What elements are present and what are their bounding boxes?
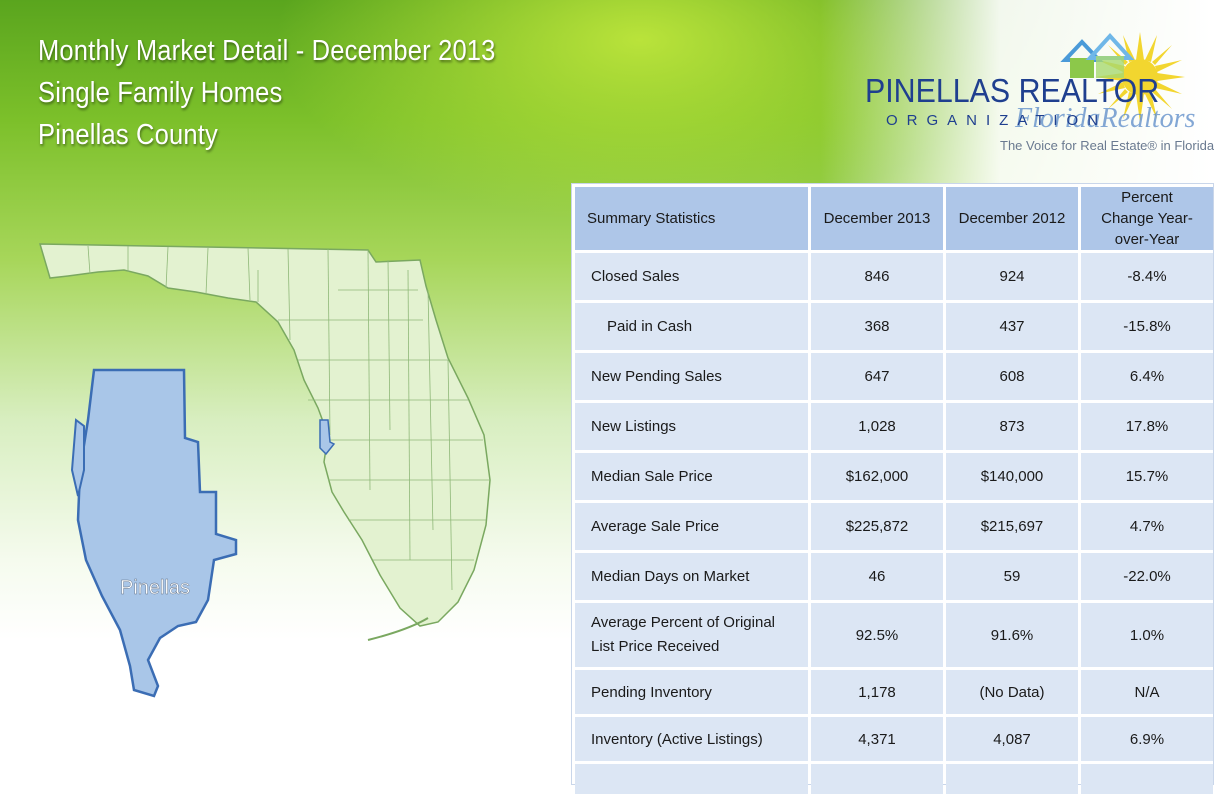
table-row-partial: [575, 764, 1213, 794]
row-previous: 924: [946, 253, 1078, 300]
row-label: New Listings: [575, 403, 808, 450]
table-header-row: Summary Statistics December 2013 Decembe…: [575, 187, 1213, 250]
header-december-2013: December 2013: [811, 187, 943, 250]
row-previous: (No Data): [946, 670, 1078, 714]
row-previous: 91.6%: [946, 603, 1078, 667]
table-row: Paid in Cash 368 437 -15.8%: [575, 303, 1213, 350]
logo-tagline: The Voice for Real Estate® in Florida: [1000, 138, 1214, 153]
row-label: Average Percent of Original List Price R…: [575, 603, 808, 667]
row-label: New Pending Sales: [575, 353, 808, 400]
county-lines: [87, 245, 490, 591]
stats-table: Summary Statistics December 2013 Decembe…: [572, 184, 1214, 797]
logo-main-text: PINELLAS REALTOR: [865, 72, 1160, 109]
row-label: Average Sale Price: [575, 503, 808, 550]
row-change: 6.4%: [1081, 353, 1213, 400]
table-row: New Pending Sales 647 608 6.4%: [575, 353, 1213, 400]
title-line-2: Single Family Homes: [38, 77, 283, 109]
row-current: 846: [811, 253, 943, 300]
row-change: 1.0%: [1081, 603, 1213, 667]
row-current: 46: [811, 553, 943, 600]
pinellas-label: Pinellas: [120, 577, 190, 599]
florida-map: Pinellas: [38, 243, 491, 698]
table-row: Average Sale Price $225,872 $215,697 4.7…: [575, 503, 1213, 550]
row-previous: 608: [946, 353, 1078, 400]
row-current: 1,178: [811, 670, 943, 714]
summary-table: Summary Statistics December 2013 Decembe…: [571, 183, 1214, 794]
row-previous: 59: [946, 553, 1078, 600]
header-percent-change: Percent Change Year-over-Year: [1081, 187, 1213, 250]
row-label: Median Days on Market: [575, 553, 808, 600]
row-change-empty: [1081, 764, 1213, 794]
row-previous: 437: [946, 303, 1078, 350]
table-row: Pending Inventory 1,178 (No Data) N/A: [575, 670, 1213, 714]
table-row: Closed Sales 846 924 -8.4%: [575, 253, 1213, 300]
row-change: -8.4%: [1081, 253, 1213, 300]
row-label: Closed Sales: [575, 253, 808, 300]
table-row: New Listings 1,028 873 17.8%: [575, 403, 1213, 450]
table-row: Average Percent of Original List Price R…: [575, 603, 1213, 667]
pinellas-small-shape: [319, 419, 336, 456]
row-current-empty: [811, 764, 943, 794]
row-label: Median Sale Price: [575, 453, 808, 500]
pinellas-barrier-island: [70, 418, 85, 497]
row-label: Pending Inventory: [575, 670, 808, 714]
row-change: 4.7%: [1081, 503, 1213, 550]
row-current: 4,371: [811, 717, 943, 761]
row-change: 15.7%: [1081, 453, 1213, 500]
table-row: Median Days on Market 46 59 -22.0%: [575, 553, 1213, 600]
houses-logo-icon: [1060, 33, 1135, 78]
row-label: Paid in Cash: [575, 303, 808, 350]
row-current: $225,872: [811, 503, 943, 550]
row-previous: 4,087: [946, 717, 1078, 761]
row-current: 368: [811, 303, 943, 350]
table-row: Median Sale Price $162,000 $140,000 15.7…: [575, 453, 1213, 500]
row-change: 6.9%: [1081, 717, 1213, 761]
row-label-empty: [575, 764, 808, 794]
row-change: -15.8%: [1081, 303, 1213, 350]
florida-state-shape: [38, 243, 491, 627]
florida-keys: [367, 617, 429, 641]
row-previous: $140,000: [946, 453, 1078, 500]
logo-org-text: ORGANIZATION: [886, 112, 1108, 129]
report-title: Monthly Market Detail - December 2013 Si…: [38, 30, 558, 156]
row-previous-empty: [946, 764, 1078, 794]
row-current: 647: [811, 353, 943, 400]
title-line-1: Monthly Market Detail - December 2013: [38, 35, 496, 67]
row-change: 17.8%: [1081, 403, 1213, 450]
row-current: $162,000: [811, 453, 943, 500]
row-label: Inventory (Active Listings): [575, 717, 808, 761]
row-current: 1,028: [811, 403, 943, 450]
row-previous: $215,697: [946, 503, 1078, 550]
table-row: Inventory (Active Listings) 4,371 4,087 …: [575, 717, 1213, 761]
row-change: N/A: [1081, 670, 1213, 714]
florida-realtors-logo: FloridaRealtors: [1015, 103, 1196, 134]
row-current: 92.5%: [811, 603, 943, 667]
title-line-3: Pinellas County: [38, 119, 218, 151]
header-december-2012: December 2012: [946, 187, 1078, 250]
row-change: -22.0%: [1081, 553, 1213, 600]
row-previous: 873: [946, 403, 1078, 450]
pinellas-county-shape: [76, 368, 238, 698]
header-summary-statistics: Summary Statistics: [575, 187, 808, 250]
